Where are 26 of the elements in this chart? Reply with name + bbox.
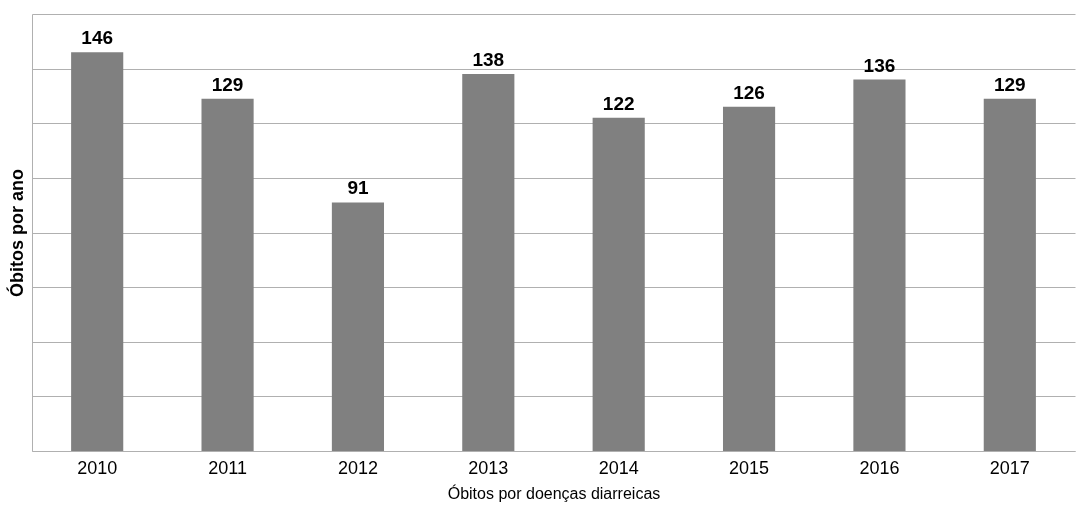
x-tick-label: 2016 — [859, 457, 900, 478]
data-label: 146 — [81, 27, 114, 49]
x-tick-label: 2015 — [729, 457, 770, 478]
bar — [331, 202, 385, 451]
x-tick-label: 2017 — [989, 457, 1030, 478]
bar — [462, 74, 515, 451]
data-label: 122 — [602, 92, 635, 114]
x-axis-title: Óbitos por doenças diarreicas — [447, 483, 661, 502]
data-label: 126 — [733, 81, 765, 103]
bar — [201, 98, 254, 451]
x-tick-label: 2012 — [337, 457, 378, 478]
bar — [983, 98, 1036, 451]
x-tick-label: 2010 — [77, 457, 118, 478]
x-tick-label: 2014 — [598, 457, 639, 478]
data-label: 129 — [211, 73, 244, 95]
x-tick-label: 2011 — [208, 457, 247, 478]
bar — [722, 106, 776, 451]
data-label: 91 — [347, 177, 369, 199]
bar — [592, 117, 645, 451]
bar — [853, 79, 906, 451]
data-label: 136 — [863, 54, 896, 76]
data-label: 138 — [472, 49, 505, 71]
bar — [71, 52, 124, 451]
y-axis-title: Óbitos por ano — [5, 169, 27, 297]
x-tick-label: 2013 — [468, 457, 509, 478]
data-label: 129 — [993, 73, 1026, 95]
